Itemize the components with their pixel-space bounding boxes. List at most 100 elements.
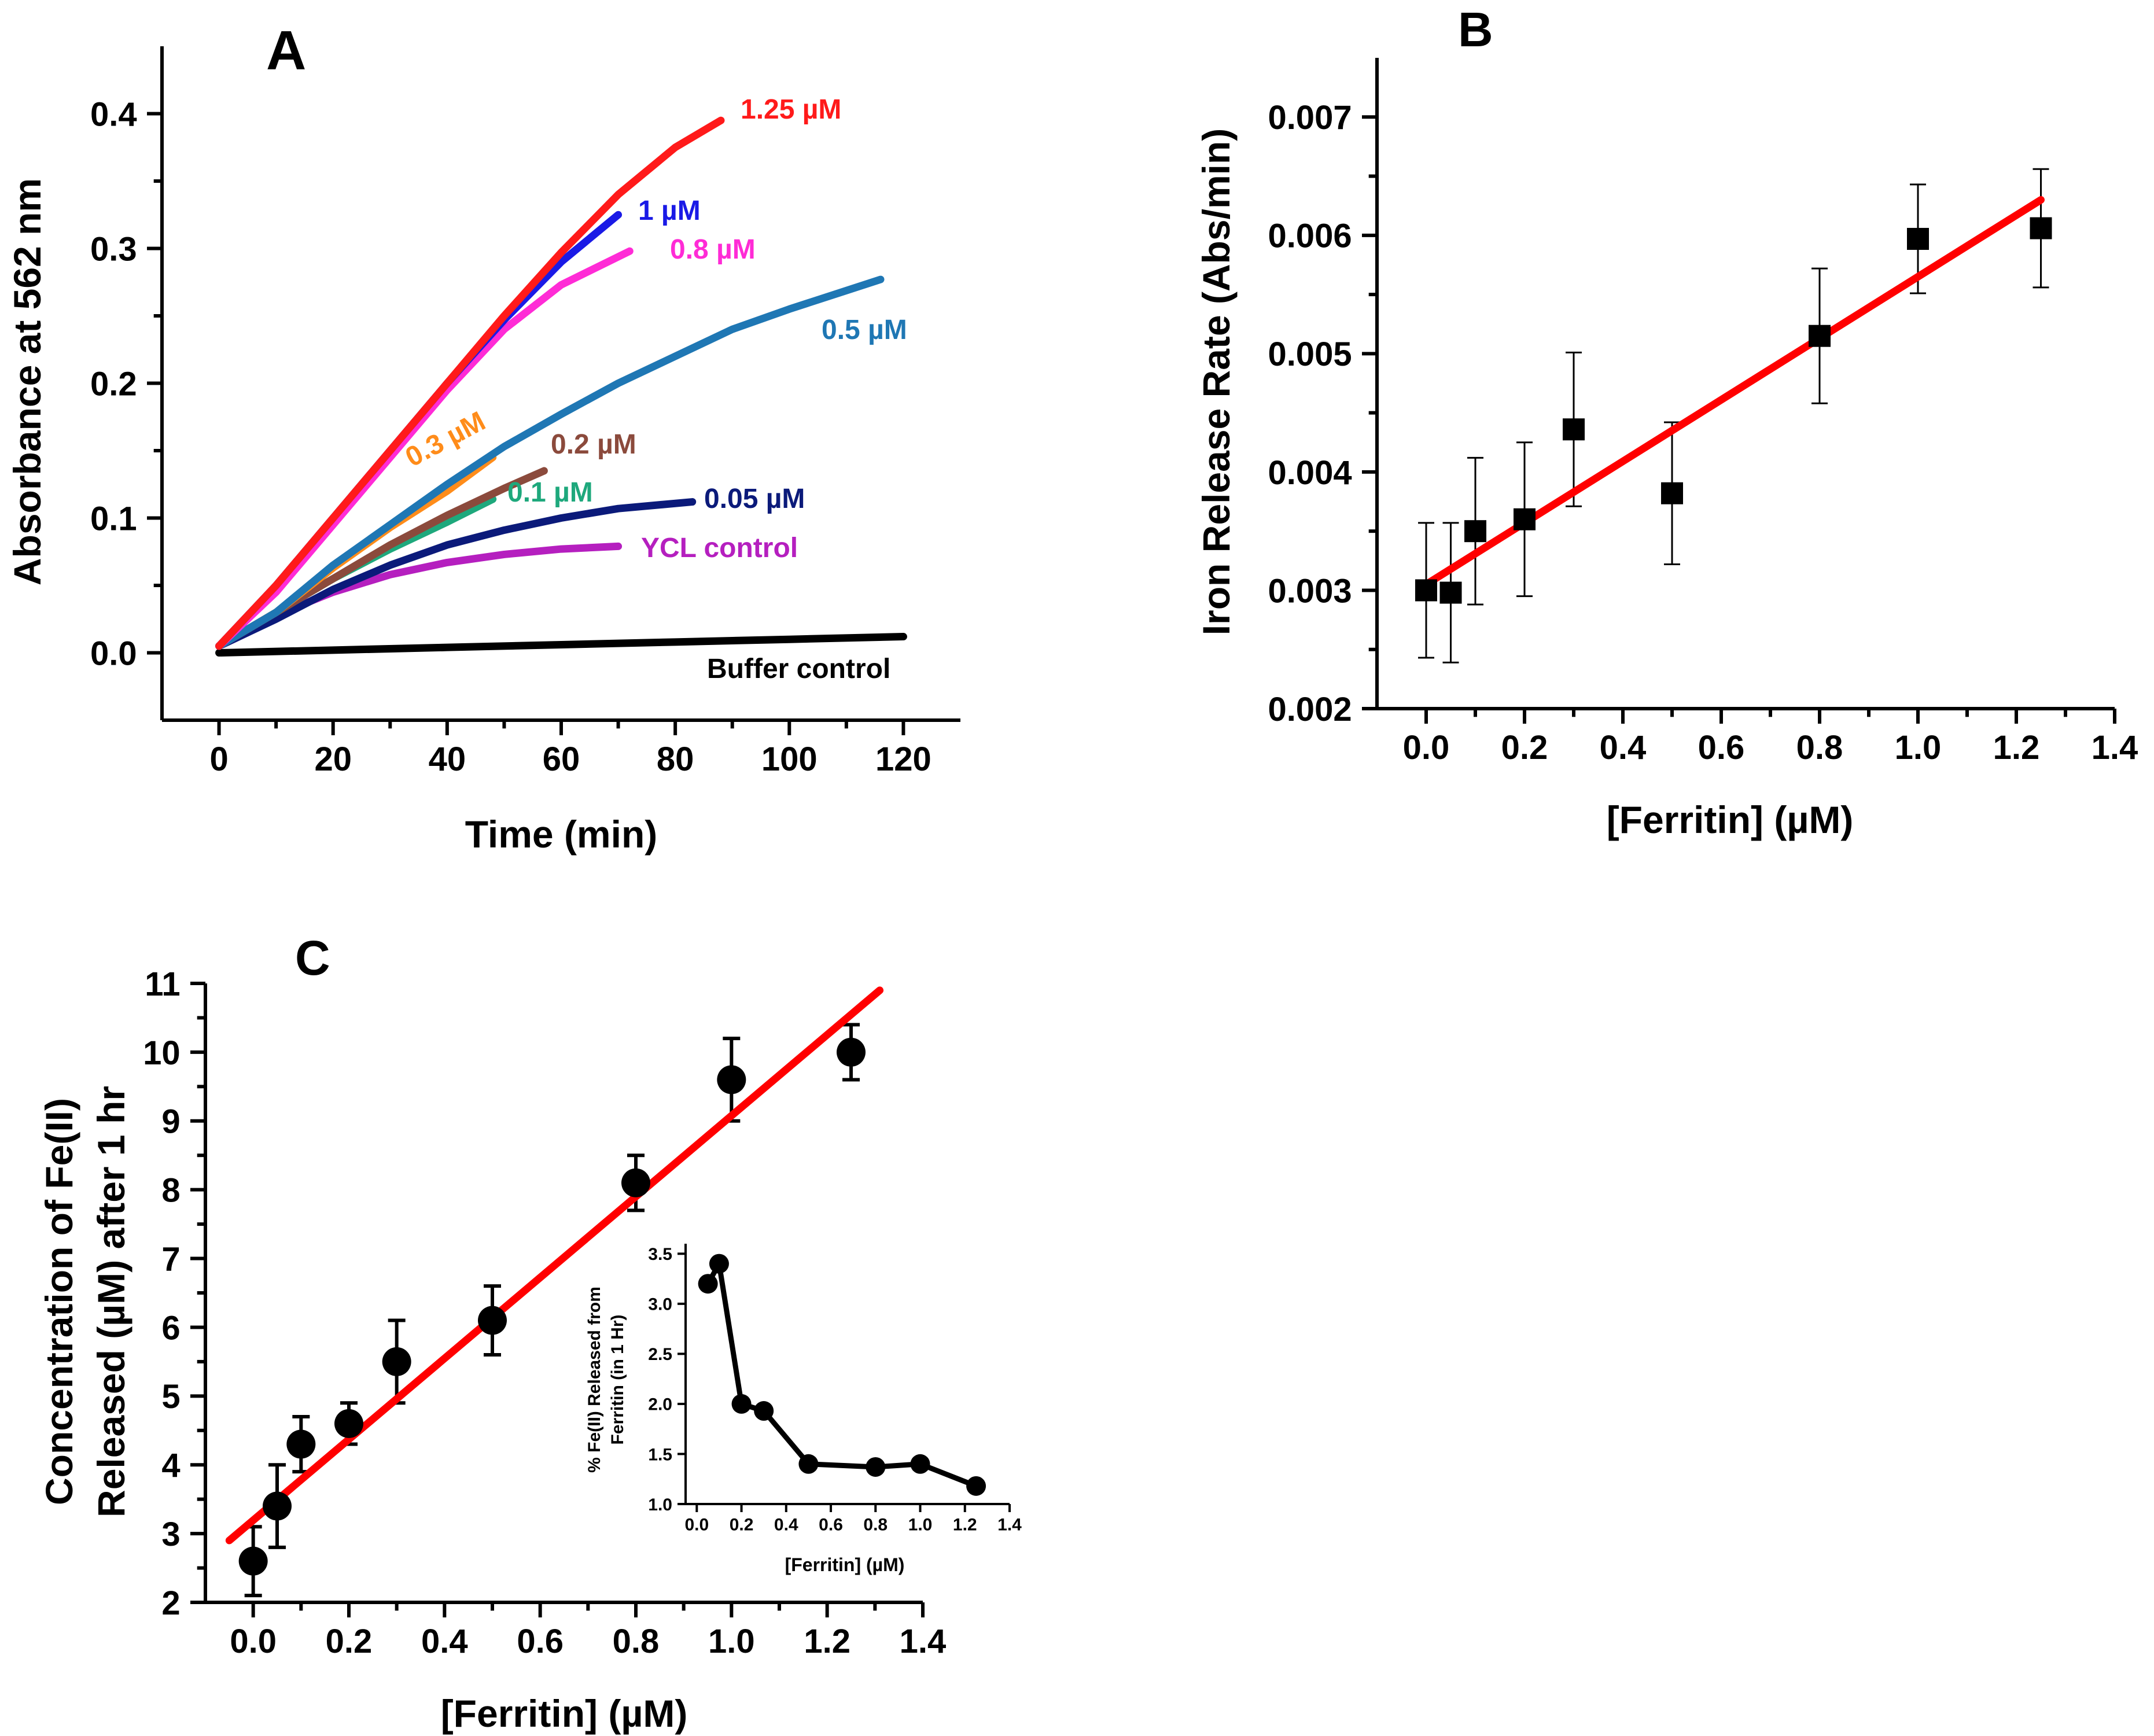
inset-data-point [866,1457,886,1477]
panel-c-y-tick-label: 9 [161,1103,180,1141]
panel-c-y-axis-title-line2: Released (µM) after 1 hr [90,1086,132,1517]
inset-x-tick-label: 0.0 [684,1516,709,1535]
inset-y-axis-title-line2: Ferritin (in 1 Hr) [608,1314,627,1444]
inset-data-point [910,1454,930,1474]
panel-a-x-tick-label: 20 [314,740,352,778]
panel-a-y-tick-label: 0.3 [90,230,137,268]
panel-a-series-line [215,498,697,650]
inset-y-tick-label: 1.0 [648,1495,672,1514]
panel-a-legend-label-0-2: 0.2 µM [551,429,636,460]
inset-y-axis-title-line1: % Fe(II) Released from [585,1287,604,1473]
inset-data-point [754,1401,774,1421]
panel-a-x-tick-label: 60 [543,740,580,778]
inset-axes: 0.0 0.2 0.4 0.6 0.8 1.0 1.2 1.4 1.0 1.5 2.0 2.5 3.0 3… [585,1244,1022,1575]
inset-data-point [798,1454,819,1474]
panel-c-x-tick-label: 0.4 [421,1623,468,1660]
panel-c-y-tick-label: 3 [161,1516,180,1553]
inset-data-point [698,1274,718,1294]
panel-b-data-point [1514,508,1536,530]
panel-b-x-tick-label: 0.8 [1796,729,1843,766]
panel-c-y-tick-label: 2 [161,1584,180,1622]
panel-a-series-line [215,633,907,657]
panel-a-legend-label-buffer-control: Buffer control [707,654,890,684]
panel-a-legend-label-0-05: 0.05 µM [704,484,805,514]
panel-a-x-tick-label: 40 [429,740,466,778]
inset-data-point [709,1254,729,1274]
panel-c-y-tick-label: 8 [161,1172,180,1210]
panel-c-fit-line [225,986,884,1545]
panel-b-y-tick-label: 0.004 [1268,454,1352,492]
panel-c-y-tick-label: 7 [161,1240,180,1278]
inset-data-point [966,1476,986,1496]
inset-y-tick-label: 2.0 [648,1395,672,1414]
panel-c-data-point [837,1037,866,1067]
panel-a-y-tick-label: 0.2 [90,365,137,403]
inset-y-tick-label: 3.5 [648,1245,672,1264]
panel-c-y-tick-label: 4 [161,1447,180,1484]
panel-a-legend-label-0-5: 0.5 µM [822,315,907,345]
panel-c-data-point [621,1168,650,1197]
panel-c-x-tick-label: 1.2 [804,1623,850,1660]
panel-c-data-point [382,1347,411,1376]
panel-b-data-point [1809,325,1831,347]
panel-a-series-line [215,247,634,650]
panel-a-y-tick-label: 0.4 [90,95,137,133]
panel-c-x-tick-label: 1.4 [900,1623,947,1660]
inset-x-tick-label: 0.2 [730,1516,754,1535]
inset-y-tick-label: 1.5 [648,1445,672,1464]
panel-b-y-tick-label: 0.005 [1268,336,1352,373]
panel-c-letter: C [295,931,330,985]
panel-c-y-tick-label: 11 [145,965,180,1003]
panel-a-y-axis-title: Absorbance at 562 nm [6,178,49,585]
panel-a-x-axis-title: Time (min) [465,813,657,856]
panel-c-data-point [478,1306,507,1335]
panel-c-data-point [717,1065,746,1094]
panel-b-x-tick-label: 0.2 [1501,729,1548,766]
panel-c-x-tick-label: 0.2 [326,1623,373,1660]
panel-c-x-tick-label: 0.0 [230,1623,277,1660]
panel-c-x-tick-label: 0.6 [517,1623,564,1660]
panel-c-data-point [263,1491,292,1521]
panel-a-legend-label-0-1: 0.1 µM [507,477,593,508]
panel-b-x-tick-label: 1.4 [2092,729,2138,766]
panel-a-series-line [215,542,623,650]
panel-b-y-tick-label: 0.003 [1268,572,1352,610]
panel-a-y-tick-label: 0.1 [90,500,137,537]
panel-a-legend-label-1-25: 1.25 µM [741,94,841,125]
panel-c-data-point [286,1429,316,1459]
panel-b-x-tick-label: 0.0 [1403,729,1450,766]
inset-x-tick-label: 1.0 [908,1516,933,1535]
panel-b-data-point [1415,579,1437,602]
panel-a-series-line [215,116,725,650]
panel-a-y-tick-label: 0.0 [90,635,137,672]
panel-b-data-point [1439,581,1462,604]
panel-b-data-point [1464,520,1486,543]
panel-c-x-tick-label: 1.0 [708,1623,755,1660]
panel-a-x-tick-label: 0 [209,740,228,778]
inset-x-axis-title: [Ferritin] (µM) [785,1554,905,1575]
inset-y-tick-label: 3.0 [648,1295,672,1314]
panel-b-x-tick-label: 0.4 [1600,729,1647,766]
panel-b-letter: B [1458,2,1493,57]
panel-b-data-point [2030,217,2052,239]
panel-c-y-tick-label: 5 [161,1378,180,1416]
panel-a-x-tick-label: 80 [657,740,694,778]
inset-x-tick-label: 1.2 [953,1516,977,1535]
panel-a-x-tick-label: 120 [875,740,931,778]
panel-b-y-axis-title: Iron Release Rate (Abs/min) [1195,128,1238,636]
panel-a-x-tick-label: 100 [761,740,818,778]
panel-c-y-axis-title-line1: Concentration of Fe(II) [38,1098,80,1505]
panel-b-x-axis-title: [Ferritin] (µM) [1607,798,1854,841]
panel-c-data-point [334,1409,363,1438]
panel-b-data-point [1661,482,1683,504]
panel-b-y-tick-label: 0.007 [1268,99,1352,137]
panel-a-legend-label-1: 1 µM [638,196,701,226]
panel-a-legend-label-0-8: 0.8 µM [670,234,756,265]
inset-x-tick-label: 1.4 [997,1516,1022,1535]
panel-b-x-tick-label: 1.2 [1993,729,2040,766]
inset-y-tick-label: 2.5 [648,1345,672,1364]
panel-b-axes: 0.0 0.2 0.4 0.6 0.8 1.0 1.2 1.4 0.002 0.003 0.004 0… [1195,2,2138,841]
inset-series-line [705,1261,977,1489]
panel-b-x-tick-label: 0.6 [1698,729,1745,766]
